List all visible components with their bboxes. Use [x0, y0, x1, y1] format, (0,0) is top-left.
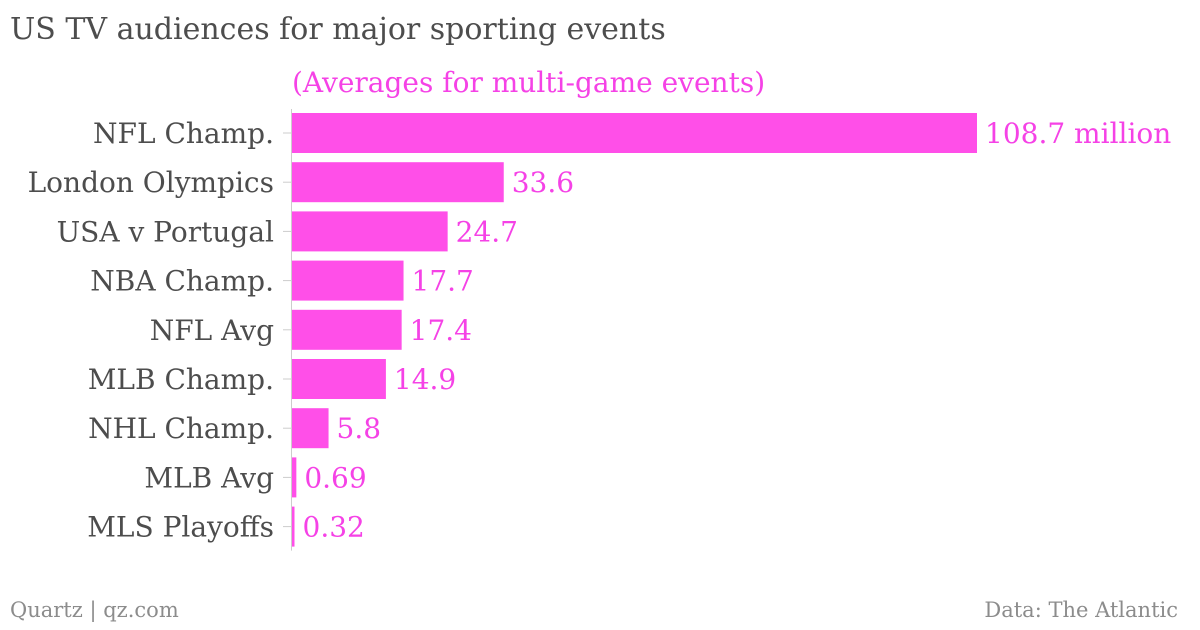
- bar: [292, 113, 977, 153]
- value-label: 0.69: [304, 461, 366, 494]
- value-label: 24.7: [456, 215, 518, 248]
- category-label: London Olympics: [28, 166, 274, 199]
- category-label: MLB Champ.: [88, 363, 274, 396]
- bars: [292, 113, 977, 547]
- footer-source-left: Quartz | qz.com: [10, 598, 179, 622]
- value-label: 14.9: [394, 363, 456, 396]
- value-label: 17.7: [412, 265, 474, 298]
- bar: [292, 457, 297, 498]
- bar: [292, 162, 504, 203]
- value-label: 17.4: [410, 314, 472, 347]
- category-label: NFL Champ.: [93, 117, 274, 150]
- category-label: NHL Champ.: [88, 412, 274, 445]
- bar: [292, 211, 448, 252]
- value-label: 0.32: [303, 511, 365, 544]
- bar: [292, 506, 295, 547]
- bar: [292, 260, 404, 301]
- bar: [292, 408, 329, 449]
- value-label: 108.7 million: [985, 117, 1171, 150]
- bar: [292, 309, 402, 350]
- value-label: 33.6: [512, 166, 574, 199]
- category-label: NBA Champ.: [90, 265, 274, 298]
- category-label: NFL Avg: [150, 314, 274, 347]
- chart-subtitle: (Averages for multi-game events): [292, 66, 765, 99]
- category-label: MLS Playoffs: [87, 511, 274, 544]
- category-axis: [283, 109, 292, 551]
- footer-source-right: Data: The Atlantic: [984, 598, 1178, 622]
- bar: [292, 359, 386, 399]
- category-label: USA v Portugal: [57, 215, 274, 248]
- category-label: MLB Avg: [144, 461, 274, 494]
- chart-title: US TV audiences for major sporting event…: [10, 12, 666, 47]
- value-label: 5.8: [337, 412, 382, 445]
- labels: NFL Champ. 108.7 million London Olympics 33…: [28, 117, 1172, 544]
